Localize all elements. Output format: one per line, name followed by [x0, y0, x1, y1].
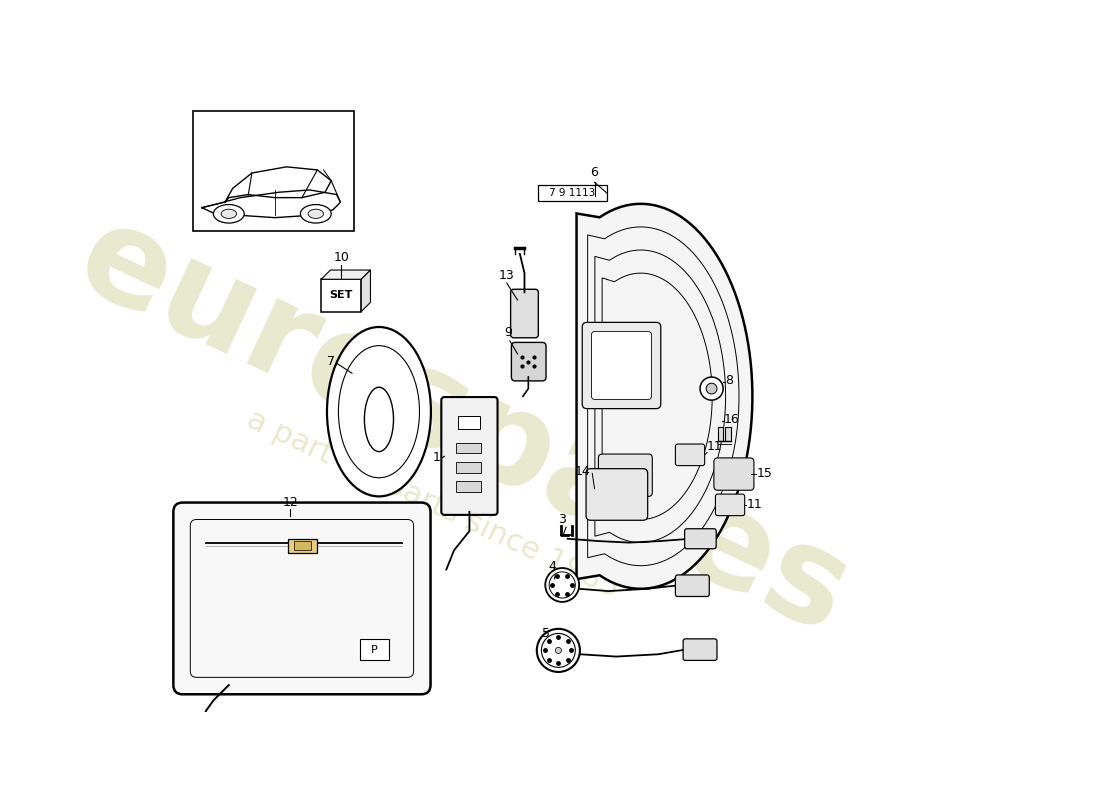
FancyBboxPatch shape [714, 458, 754, 490]
Ellipse shape [700, 377, 723, 400]
FancyBboxPatch shape [675, 444, 705, 466]
Bar [192, 111, 354, 230]
Bar [295, 541, 311, 550]
Ellipse shape [537, 629, 580, 672]
Bar [455, 462, 481, 473]
Ellipse shape [364, 387, 394, 451]
Text: P: P [371, 645, 377, 654]
Bar [288, 538, 318, 553]
Ellipse shape [308, 209, 323, 218]
Polygon shape [361, 270, 371, 312]
Text: 4: 4 [548, 560, 557, 574]
Text: eurospares: eurospares [58, 193, 869, 661]
Bar [538, 185, 607, 202]
Ellipse shape [327, 327, 431, 496]
FancyBboxPatch shape [684, 529, 716, 549]
Text: 1: 1 [432, 451, 440, 464]
Text: 3: 3 [559, 513, 566, 526]
FancyBboxPatch shape [586, 469, 648, 520]
Text: 15: 15 [757, 467, 772, 480]
Ellipse shape [556, 647, 561, 654]
Text: 7: 7 [327, 355, 336, 368]
FancyBboxPatch shape [715, 494, 745, 516]
Text: 5: 5 [542, 627, 550, 640]
Ellipse shape [546, 568, 580, 602]
FancyBboxPatch shape [510, 290, 538, 338]
Text: 6: 6 [591, 166, 598, 179]
Bar [321, 279, 361, 312]
Bar [360, 639, 389, 661]
Bar [455, 481, 481, 492]
Polygon shape [576, 204, 752, 589]
Text: 8: 8 [726, 374, 734, 387]
Text: 11: 11 [707, 440, 723, 453]
FancyBboxPatch shape [675, 575, 710, 597]
Bar [455, 442, 481, 454]
FancyBboxPatch shape [683, 639, 717, 661]
Text: 7 9 1113: 7 9 1113 [549, 188, 595, 198]
FancyBboxPatch shape [598, 454, 652, 496]
Ellipse shape [213, 205, 244, 223]
Text: 9: 9 [505, 326, 513, 339]
Ellipse shape [706, 383, 717, 394]
Ellipse shape [221, 209, 236, 218]
Text: 16: 16 [724, 413, 739, 426]
Text: 14: 14 [575, 466, 591, 478]
FancyBboxPatch shape [512, 342, 546, 381]
Bar [717, 427, 723, 441]
Text: 10: 10 [333, 251, 349, 264]
FancyBboxPatch shape [592, 332, 651, 399]
Text: SET: SET [330, 290, 353, 301]
Bar [459, 415, 480, 430]
Polygon shape [321, 270, 371, 279]
FancyBboxPatch shape [174, 502, 430, 694]
Text: 12: 12 [283, 496, 298, 509]
Ellipse shape [300, 205, 331, 223]
Text: 11: 11 [746, 498, 762, 510]
Text: 13: 13 [499, 270, 515, 282]
Bar [726, 427, 730, 441]
FancyBboxPatch shape [582, 322, 661, 409]
Text: a part for parts since 1985: a part for parts since 1985 [242, 405, 624, 603]
FancyBboxPatch shape [441, 397, 497, 515]
